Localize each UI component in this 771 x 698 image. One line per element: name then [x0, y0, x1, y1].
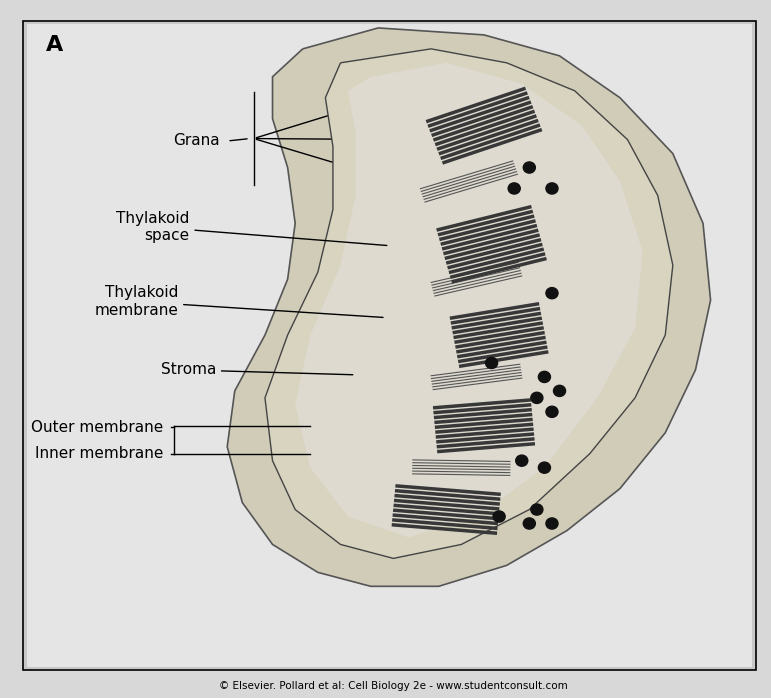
PathPatch shape — [227, 28, 711, 586]
PathPatch shape — [265, 49, 673, 558]
Circle shape — [524, 162, 535, 173]
Text: Grana: Grana — [173, 133, 220, 149]
Circle shape — [554, 385, 566, 396]
Circle shape — [546, 288, 558, 299]
Circle shape — [530, 392, 543, 403]
Circle shape — [538, 462, 550, 473]
Text: Outer membrane: Outer membrane — [31, 419, 163, 435]
Text: Stroma: Stroma — [160, 362, 353, 378]
Text: Thylakoid
space: Thylakoid space — [116, 211, 387, 246]
Circle shape — [530, 504, 543, 515]
Text: Inner membrane: Inner membrane — [35, 446, 163, 461]
PathPatch shape — [295, 63, 642, 537]
Circle shape — [546, 183, 558, 194]
Circle shape — [516, 455, 528, 466]
Text: A: A — [46, 35, 63, 55]
Circle shape — [508, 183, 520, 194]
Circle shape — [524, 518, 535, 529]
Circle shape — [546, 518, 558, 529]
Text: © Elsevier. Pollard et al: Cell Biology 2e - www.studentconsult.com: © Elsevier. Pollard et al: Cell Biology … — [219, 681, 567, 691]
Circle shape — [493, 511, 505, 522]
Circle shape — [538, 371, 550, 383]
Circle shape — [486, 357, 497, 369]
Text: Thylakoid
membrane: Thylakoid membrane — [94, 285, 383, 318]
Circle shape — [546, 406, 558, 417]
